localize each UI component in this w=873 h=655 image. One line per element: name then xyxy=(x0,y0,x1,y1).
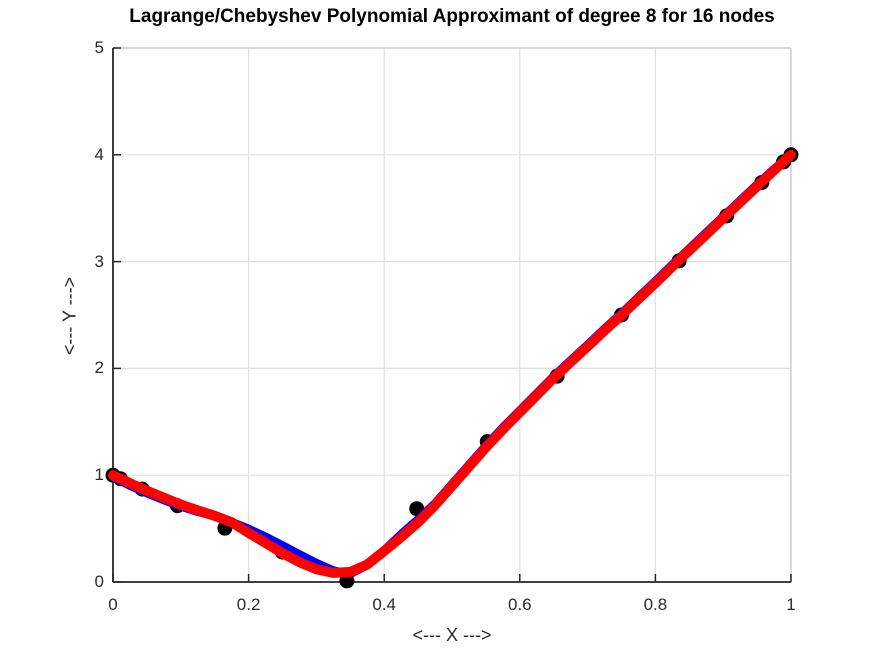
x-axis-label: <--- X ---> xyxy=(412,625,492,645)
chart-title: Lagrange/Chebyshev Polynomial Approximan… xyxy=(129,6,775,27)
x-tick-label: 0 xyxy=(108,595,118,614)
y-tick-label: 2 xyxy=(94,358,104,378)
x-tick-label: 0.6 xyxy=(507,595,532,614)
y-tick-label: 1 xyxy=(94,465,104,485)
y-tick-label: 3 xyxy=(94,251,104,271)
x-tick-label: 0.4 xyxy=(372,595,396,614)
x-tick-label: 1 xyxy=(786,595,796,614)
y-tick-label: 4 xyxy=(94,144,104,164)
y-tick-label: 0 xyxy=(94,572,104,591)
x-tick-label: 0.8 xyxy=(643,595,668,614)
x-tick-label: 0.2 xyxy=(236,595,261,614)
y-tick-label: 5 xyxy=(94,38,104,57)
chebyshev-red-curve xyxy=(108,149,796,578)
y-axis-label: <--- Y ---> xyxy=(59,276,80,356)
